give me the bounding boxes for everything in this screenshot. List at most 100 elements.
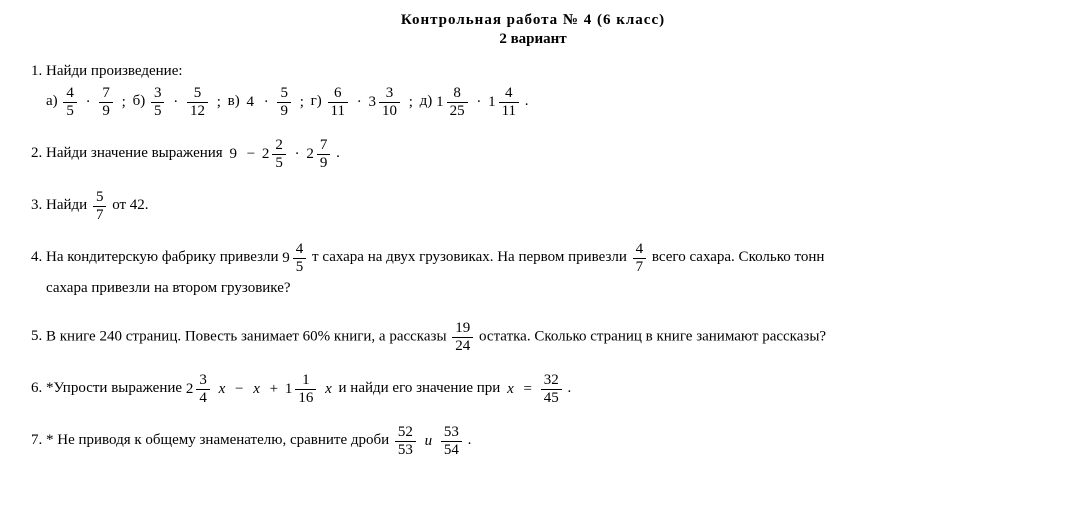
- frac-den: 16: [295, 390, 316, 407]
- problem-7-expr: * Не приводя к общему знаменателю, сравн…: [46, 432, 471, 448]
- minus-op: −: [247, 141, 255, 168]
- mixed-whole: 3: [369, 89, 377, 116]
- problem-1-expr: а) 45 · 79 ; б) 35 · 512 ; в) 4 · 59 ; г…: [46, 93, 529, 109]
- p4-frac2: 47: [633, 241, 647, 275]
- p1-b-frac1: 35: [151, 85, 165, 119]
- problem-3-expr: Найди 57 от 42.: [46, 197, 149, 213]
- frac-den: 24: [452, 338, 473, 355]
- frac-den: 7: [93, 207, 107, 224]
- frac-den: 54: [441, 442, 462, 459]
- p4-line2: сахара привезли на втором грузовике?: [46, 280, 291, 296]
- problem-4: На кондитерскую фабрику привезли 945 т с…: [46, 241, 1042, 302]
- mixed-whole: 1: [436, 89, 444, 116]
- p4-line1: На кондитерскую фабрику привезли 945 т с…: [46, 249, 824, 265]
- frac-den: 5: [63, 103, 77, 120]
- p6-mixed1: 234: [186, 372, 212, 406]
- frac-num: 4: [633, 241, 647, 259]
- p1-d-mixed1: 1825: [436, 85, 470, 119]
- frac-den: 9: [277, 103, 291, 120]
- problem-1-lead: Найди произведение:: [46, 63, 183, 79]
- p6-mixed2: 1116: [285, 372, 319, 406]
- p1-a-frac1: 45: [63, 85, 77, 119]
- frac-den: 9: [99, 103, 113, 120]
- p1-a-label: а): [46, 93, 58, 109]
- frac-den: 10: [379, 103, 400, 120]
- frac-num: 5: [277, 85, 291, 103]
- frac-den: 12: [187, 103, 208, 120]
- frac-num: 5: [93, 189, 107, 207]
- p6-frac3: 3245: [541, 372, 562, 406]
- p5-post: остатка. Сколько страниц в книге занимаю…: [479, 328, 826, 344]
- mixed-whole: 9: [282, 245, 290, 272]
- p1-v-label: в): [228, 93, 240, 109]
- mixed-frac: 825: [447, 85, 468, 119]
- sep: ;: [409, 89, 413, 116]
- problem-list: Найди произведение: а) 45 · 79 ; б) 35 ·…: [24, 58, 1042, 458]
- and-word: и: [425, 428, 433, 455]
- frac-den: 5: [272, 155, 286, 172]
- minus-op: −: [235, 376, 243, 403]
- p1-g-label: г): [311, 93, 322, 109]
- mixed-frac: 116: [295, 372, 316, 406]
- dot-op: ·: [295, 141, 300, 168]
- mixed-frac: 411: [499, 85, 519, 119]
- problem-6: *Упрости выражение 234 x − x + 1116 x и …: [46, 372, 1042, 406]
- end-dot: .: [525, 93, 529, 109]
- eq-op: =: [524, 376, 532, 403]
- p1-g-mixed: 3310: [369, 85, 403, 119]
- problem-1: Найди произведение: а) 45 · 79 ; б) 35 ·…: [46, 58, 1042, 119]
- frac-num: 2: [272, 137, 286, 155]
- dot-op: ·: [264, 89, 269, 116]
- frac-num: 6: [328, 85, 348, 103]
- frac-num: 4: [63, 85, 77, 103]
- mixed-frac: 79: [317, 137, 331, 171]
- mixed-whole: 2: [306, 141, 314, 168]
- frac-num: 3: [196, 372, 210, 390]
- frac-num: 4: [293, 241, 307, 259]
- p7-pre: * Не приводя к общему знаменателю, сравн…: [46, 432, 393, 448]
- p5-frac: 1924: [452, 320, 473, 354]
- mixed-whole: 1: [285, 376, 293, 403]
- frac-den: 5: [151, 103, 165, 120]
- var-x: x: [219, 376, 226, 403]
- p7-frac1: 5253: [395, 424, 416, 458]
- mixed-frac: 25: [272, 137, 286, 171]
- mixed-frac: 310: [379, 85, 400, 119]
- sep: ;: [122, 89, 126, 116]
- p2-mixed1: 225: [262, 137, 288, 171]
- dot-op: ·: [173, 89, 178, 116]
- frac-num: 3: [379, 85, 400, 103]
- problem-2: Найди значение выражения 9 − 225 · 279 .: [46, 137, 1042, 171]
- dot-op: ·: [86, 89, 91, 116]
- mixed-frac: 45: [293, 241, 307, 275]
- problem-3: Найди 57 от 42.: [46, 189, 1042, 223]
- p1-g-frac1: 611: [328, 85, 348, 119]
- problem-5: В книге 240 страниц. Повесть занимает 60…: [46, 320, 1042, 354]
- p1-b-frac2: 512: [187, 85, 208, 119]
- var-x: x: [325, 376, 332, 403]
- p2-mixed2: 279: [306, 137, 332, 171]
- p6-mid: и найди его значение при: [339, 380, 505, 396]
- dot-op: ·: [357, 89, 362, 116]
- frac-num: 7: [317, 137, 331, 155]
- p1-b-label: б): [133, 93, 146, 109]
- p2-text: Найди значение выражения: [46, 145, 223, 161]
- frac-den: 5: [293, 259, 307, 276]
- plus-op: +: [270, 376, 278, 403]
- p3-pre: Найди: [46, 197, 87, 213]
- p4-mid1: т сахара на двух грузовиках. На первом п…: [312, 249, 631, 265]
- p2-nine: 9: [229, 141, 237, 168]
- frac-num: 53: [441, 424, 462, 442]
- problem-7: * Не приводя к общему знаменателю, сравн…: [46, 424, 1042, 458]
- p3-frac: 57: [93, 189, 107, 223]
- frac-num: 1: [295, 372, 316, 390]
- p4-mixed: 945: [282, 241, 308, 275]
- mixed-frac: 34: [196, 372, 210, 406]
- p4-pre: На кондитерскую фабрику привезли: [46, 249, 279, 265]
- var-x: x: [507, 376, 514, 403]
- frac-num: 3: [151, 85, 165, 103]
- dot-op: ·: [476, 89, 481, 116]
- frac-den: 45: [541, 390, 562, 407]
- frac-den: 4: [196, 390, 210, 407]
- mixed-whole: 2: [262, 141, 270, 168]
